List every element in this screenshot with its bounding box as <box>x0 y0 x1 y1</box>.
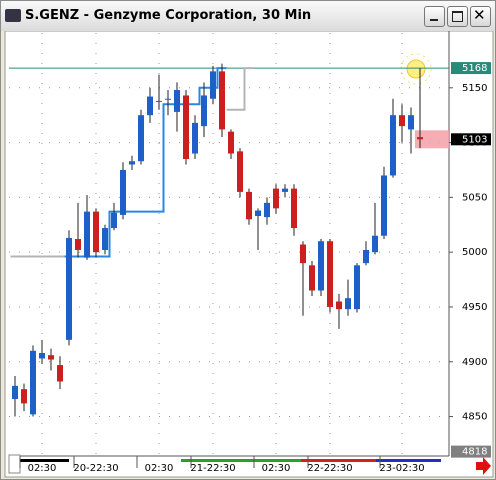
level-label: 5168 <box>462 63 487 74</box>
candle-body <box>327 241 333 307</box>
candle-body <box>111 212 117 229</box>
scroll-right-arrow[interactable] <box>476 457 491 475</box>
window-icon <box>5 9 21 22</box>
y-tick-label: 4950 <box>462 302 487 313</box>
candle-body <box>381 175 387 236</box>
candle-body <box>237 151 243 192</box>
y-tick-label: 5050 <box>462 192 487 203</box>
x-tick-label: 23-02:30 <box>379 463 424 474</box>
candle-body <box>57 365 63 382</box>
x-tick-label: 02:30 <box>28 463 57 474</box>
candle-body <box>273 188 279 209</box>
minimize-button[interactable] <box>424 6 445 27</box>
x-tick-label: 22-22:30 <box>307 463 352 474</box>
session-bar <box>181 459 301 462</box>
candle-body <box>102 228 108 250</box>
candle-body <box>30 350 36 415</box>
level-label: 4818 <box>462 447 487 458</box>
candle-body <box>183 95 189 160</box>
level-label: 5103 <box>462 134 487 145</box>
candle-body <box>354 265 360 310</box>
candle-body <box>300 244 306 264</box>
candle-body <box>372 235 378 253</box>
candle-body <box>75 239 81 250</box>
level-label-box <box>451 133 491 146</box>
candle-body <box>21 389 27 404</box>
candle-body <box>39 352 45 359</box>
candle-body <box>174 89 180 112</box>
maximize-button[interactable] <box>447 6 468 27</box>
candle-body <box>345 298 351 310</box>
x-tick-label: 21-22:30 <box>190 463 235 474</box>
candle-body <box>156 100 162 102</box>
x-tick-label: 02:30 <box>145 463 174 474</box>
candle-body <box>363 249 369 264</box>
candle-body <box>192 122 198 154</box>
candle-body <box>210 71 216 99</box>
indicator-line <box>10 67 254 258</box>
candle-body <box>309 265 315 291</box>
level-label-box <box>451 445 491 458</box>
candle-body <box>219 71 225 130</box>
candle-body <box>228 131 234 154</box>
chart: 485049004950500050505100515002:3020-22:3… <box>4 31 494 478</box>
candle-body <box>336 301 342 310</box>
candle-body <box>417 137 423 140</box>
y-tick-label: 4900 <box>462 357 487 368</box>
candle-body <box>84 211 90 258</box>
candle-body <box>282 188 288 192</box>
candle-body <box>48 355 54 360</box>
x-tick-label: 02:30 <box>262 463 291 474</box>
candle-body <box>399 115 405 127</box>
candle-body <box>390 115 396 176</box>
candle-body <box>291 188 297 229</box>
x-tick-label: 20-22:30 <box>73 463 118 474</box>
title-bar: S.GENZ - Genzyme Corporation, 30 Min ✕ <box>1 1 495 31</box>
y-tick-label: 4850 <box>462 412 487 423</box>
window-title: S.GENZ - Genzyme Corporation, 30 Min <box>25 8 312 23</box>
y-tick-label: 5000 <box>462 247 487 258</box>
session-bar <box>9 459 69 462</box>
session-bar <box>301 459 376 462</box>
price-band <box>415 130 449 149</box>
y-tick-label: 5150 <box>462 83 487 94</box>
candle-body <box>201 95 207 127</box>
candle-body <box>246 191 252 220</box>
candle-body <box>408 115 414 130</box>
close-button[interactable]: ✕ <box>470 6 491 27</box>
candle-body <box>264 202 270 218</box>
candle-body <box>147 96 153 116</box>
candle-body <box>12 385 18 400</box>
candle-body <box>255 210 261 217</box>
candle-body <box>138 115 144 162</box>
candle-body <box>165 98 171 100</box>
level-label-box <box>451 62 491 75</box>
candle-body <box>129 161 135 165</box>
scroll-box[interactable] <box>8 454 21 474</box>
session-bar <box>376 459 441 462</box>
candle-body <box>66 237 72 340</box>
candle-body <box>93 211 99 253</box>
candle-body <box>318 241 324 291</box>
candle-body <box>120 169 126 215</box>
